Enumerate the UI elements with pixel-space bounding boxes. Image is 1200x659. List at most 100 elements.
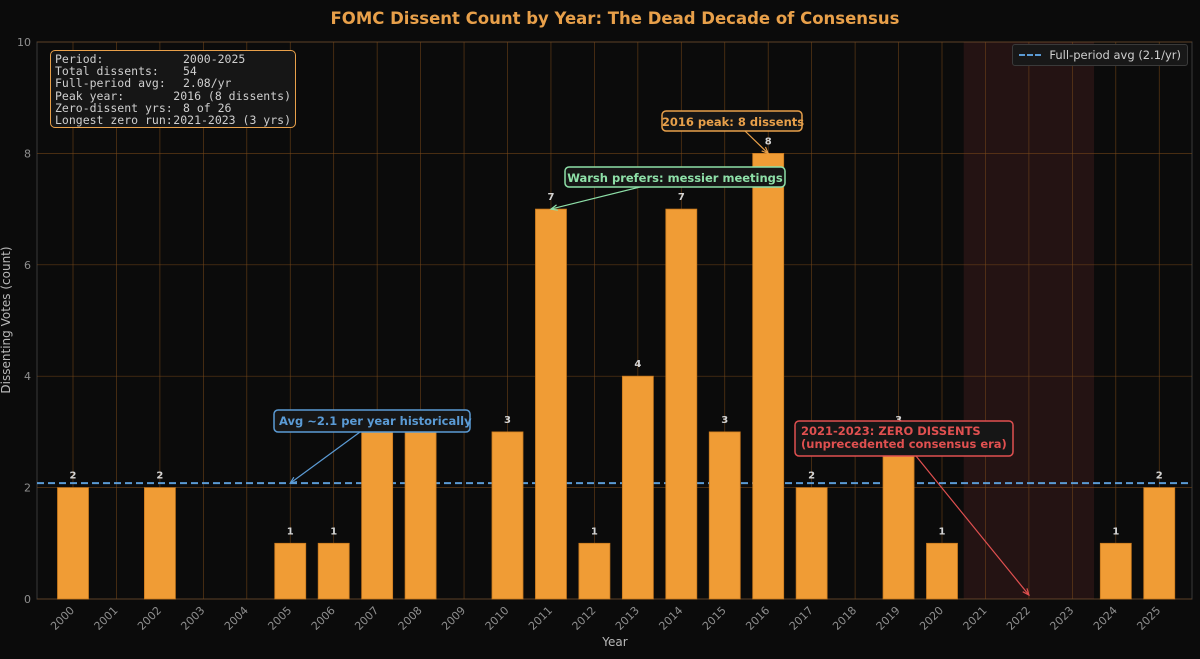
annotation-box-avg <box>273 409 471 433</box>
y-tick-label: 10 <box>17 36 31 49</box>
data-label-2016: 8 <box>765 136 772 147</box>
info-value: 54 <box>183 64 197 79</box>
x-tick-label: 2004 <box>222 604 251 633</box>
bar-2000 <box>57 487 89 600</box>
info-row: Period: 2000-2025 <box>55 53 291 65</box>
data-label-2005: 1 <box>287 526 294 537</box>
info-key: Total dissents: <box>55 64 159 79</box>
data-label-2017: 2 <box>808 471 815 482</box>
legend-dashed-line-icon <box>1019 54 1042 56</box>
annotation-box-peak <box>661 110 803 132</box>
annotation-arrow-warsh <box>550 186 641 210</box>
info-key: Period: <box>55 52 104 66</box>
data-label-2006: 1 <box>330 526 337 537</box>
info-key: Zero-dissent yrs: <box>55 100 173 115</box>
bar-2019 <box>882 431 915 600</box>
y-tick-label: 0 <box>24 593 31 606</box>
chart-legend: Full-period avg (2.1/yr) <box>1012 44 1188 66</box>
info-key: Longest zero run: <box>55 113 173 128</box>
x-tick-label: 2000 <box>48 604 77 633</box>
chart-title: FOMC Dissent Count by Year: The Dead Dec… <box>331 9 900 28</box>
annotation-text-avg: Avg ~2.1 per year historically <box>279 414 472 428</box>
annotation-box-zero <box>794 420 1014 457</box>
info-row: Longest zero run: 2021-2023 (3 yrs) <box>55 114 291 126</box>
annotation-subtext-zero: (unprecedented consensus era) <box>801 437 1007 451</box>
data-label-2010: 3 <box>504 415 511 426</box>
info-key: Peak year: <box>55 88 125 103</box>
x-tick-label: 2024 <box>1091 604 1120 633</box>
bar-2008 <box>404 431 437 600</box>
bar-2024 <box>1099 542 1132 600</box>
annotation-text-zero: 2021-2023: ZERO DISSENTS <box>801 424 981 438</box>
x-tick-label: 2013 <box>613 604 642 633</box>
annotation-arrowhead-zero <box>1022 588 1030 597</box>
x-tick-label: 2012 <box>570 604 599 633</box>
annotation-arrowhead-avg <box>289 476 298 485</box>
info-row: Peak year: 2016 (8 dissents) <box>55 88 291 103</box>
stats-info-box: Period: 2000-2025 Total dissents: 54 Full-… <box>50 50 296 128</box>
annotation-arrowhead-peak <box>761 146 770 155</box>
x-tick-label: 2006 <box>309 604 338 633</box>
info-key: Full-period avg: <box>55 76 166 91</box>
bar-2015 <box>708 431 741 600</box>
y-tick-label: 4 <box>24 370 31 383</box>
bar-2002 <box>143 487 176 600</box>
bar-2017 <box>795 487 828 600</box>
x-tick-label: 2011 <box>526 604 555 633</box>
x-tick-label: 2015 <box>700 604 729 633</box>
data-label-2002: 2 <box>156 471 163 482</box>
info-value: 2.08/yr <box>183 76 232 91</box>
bar-2020 <box>926 542 958 600</box>
x-tick-label: 2016 <box>743 604 772 633</box>
bar-2012 <box>578 542 611 600</box>
data-label-2012: 1 <box>591 526 598 537</box>
annotation-arrow-peak <box>744 130 769 154</box>
y-axis-label: Dissenting Votes (count) <box>0 246 13 393</box>
info-value: 8 of 26 <box>183 100 232 115</box>
x-tick-label: 2014 <box>656 604 685 633</box>
x-tick-label: 2003 <box>178 604 207 633</box>
x-tick-label: 2009 <box>439 604 468 633</box>
annotation-text-warsh: Warsh prefers: messier meetings <box>567 171 783 185</box>
x-tick-label: 2020 <box>917 604 946 633</box>
y-tick-label: 6 <box>24 259 31 272</box>
legend-label: Full-period avg (2.1/yr) <box>1049 48 1181 62</box>
x-tick-label: 2001 <box>92 604 121 633</box>
data-label-2015: 3 <box>721 415 728 426</box>
info-value: 2021-2023 (3 yrs) <box>173 113 291 128</box>
bar-2016 <box>752 152 785 600</box>
y-tick-label: 8 <box>24 147 31 160</box>
data-label-2000: 2 <box>70 471 77 482</box>
x-tick-label: 2025 <box>1134 604 1163 633</box>
annotation-text-peak: 2016 peak: 8 dissents <box>662 115 804 129</box>
info-row: Full-period avg: 2.08/yr <box>55 77 291 89</box>
data-label-2024: 1 <box>1112 526 1119 537</box>
bar-2011 <box>535 208 567 600</box>
data-label-2011: 7 <box>547 192 554 203</box>
annotation-arrow-avg <box>289 431 361 484</box>
data-label-2013: 4 <box>634 359 641 370</box>
plot-area <box>36 41 1193 600</box>
data-label-2014: 7 <box>678 192 685 203</box>
info-value: 2000-2025 <box>183 52 246 66</box>
bar-2013 <box>621 375 654 600</box>
x-tick-label: 2008 <box>396 604 425 633</box>
x-tick-label: 2007 <box>352 604 381 633</box>
info-row: Zero-dissent yrs: 8 of 26 <box>55 102 291 114</box>
info-row: Total dissents: 54 <box>55 65 291 77</box>
bar-2007 <box>361 431 394 600</box>
bar-2006 <box>317 542 350 600</box>
bar-2010 <box>491 431 524 600</box>
x-tick-label: 2010 <box>483 604 512 633</box>
info-value: 2016 (8 dissents) <box>173 88 291 103</box>
bar-2014 <box>665 208 698 600</box>
x-tick-label: 2021 <box>961 604 990 633</box>
data-label-2020: 1 <box>939 526 946 537</box>
x-tick-label: 2019 <box>874 604 903 633</box>
x-tick-label: 2005 <box>265 604 294 633</box>
bar-2005 <box>274 542 307 600</box>
x-axis-label: Year <box>601 635 627 649</box>
annotation-arrow-zero <box>915 455 1030 596</box>
annotation-arrowhead-warsh <box>549 204 558 211</box>
